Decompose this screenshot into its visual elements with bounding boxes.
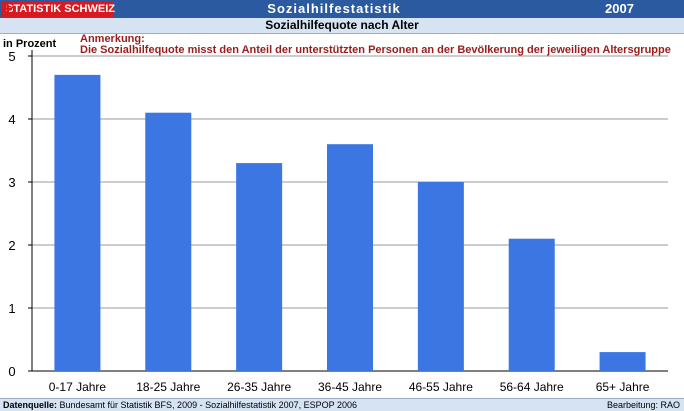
y-tick-label: 1 bbox=[8, 301, 15, 316]
x-tick-label: 26-35 Jahre bbox=[227, 380, 291, 394]
title-bar: Sozialhilfequote nach Alter bbox=[0, 18, 684, 34]
y-tick-label: 2 bbox=[8, 238, 15, 253]
top-bar: STATISTIK SCHWEIZ Sozialhilfestatistik 2… bbox=[0, 0, 684, 18]
logo-text: STATISTIK SCHWEIZ bbox=[6, 3, 115, 15]
bar bbox=[236, 163, 283, 371]
data-source: Datenquelle: Bundesamt für Statistik BFS… bbox=[3, 399, 357, 411]
year-label: 2007 bbox=[605, 1, 634, 16]
chart-title: Sozialhilfequote nach Alter bbox=[265, 18, 419, 32]
bar-chart: 0 1 2 3 4 5 0-17 Jahre 18-25 Jahre 26-35 Jahre 36… bbox=[8, 49, 668, 394]
x-tick-label: 56-64 Jahre bbox=[500, 380, 564, 394]
note-text: Die Sozialhilfequote misst den Anteil de… bbox=[80, 44, 671, 56]
y-tick-label: 3 bbox=[8, 175, 15, 190]
bar bbox=[54, 74, 101, 372]
y-tick-label: 0 bbox=[8, 364, 15, 379]
note-title: Anmerkung: bbox=[80, 33, 145, 45]
bar bbox=[417, 182, 464, 371]
bar bbox=[599, 352, 646, 371]
statistik-schweiz-logo: STATISTIK SCHWEIZ bbox=[1, 1, 115, 17]
x-tick-label: 36-45 Jahre bbox=[318, 380, 382, 394]
source-label: Datenquelle: bbox=[3, 400, 58, 410]
y-tick-label: 5 bbox=[8, 49, 15, 64]
x-tick-label: 46-55 Jahre bbox=[409, 380, 473, 394]
x-tick-label: 0-17 Jahre bbox=[49, 380, 107, 394]
bar bbox=[145, 112, 192, 371]
bar bbox=[508, 238, 555, 371]
app-title: Sozialhilfestatistik bbox=[267, 1, 401, 16]
y-tick-label: 4 bbox=[8, 112, 15, 127]
bar bbox=[327, 144, 373, 371]
y-axis-label: in Prozent bbox=[3, 38, 57, 50]
footer: Datenquelle: Bundesamt für Statistik BFS… bbox=[0, 398, 684, 411]
x-tick-label: 18-25 Jahre bbox=[136, 380, 200, 394]
x-tick-label: 65+ Jahre bbox=[596, 380, 650, 394]
editor-credit: Bearbeitung: RAO bbox=[606, 400, 680, 410]
source-text: Bundesamt für Statistik BFS, 2009 - Sozi… bbox=[57, 400, 358, 410]
